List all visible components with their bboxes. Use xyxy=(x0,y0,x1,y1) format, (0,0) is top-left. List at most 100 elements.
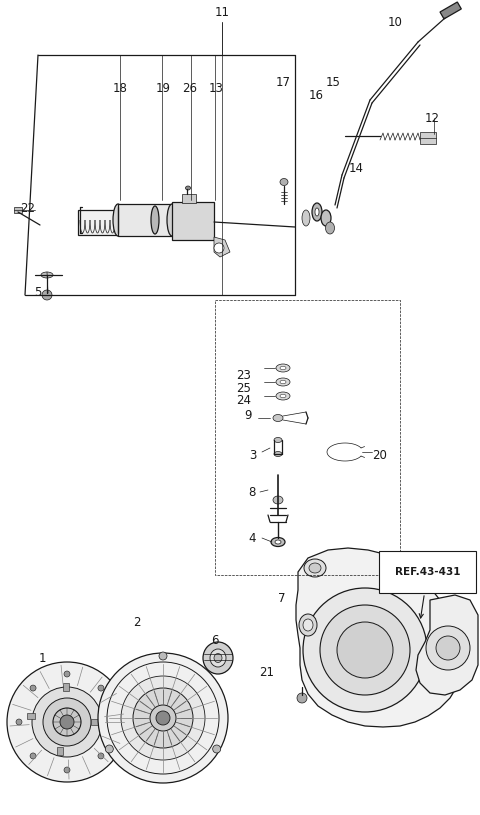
Ellipse shape xyxy=(210,649,226,667)
Ellipse shape xyxy=(280,178,288,186)
Bar xyxy=(440,2,461,19)
Ellipse shape xyxy=(271,538,285,547)
Bar xyxy=(420,132,436,144)
Text: 15: 15 xyxy=(325,76,340,89)
Ellipse shape xyxy=(214,654,222,663)
Circle shape xyxy=(112,719,118,725)
Bar xyxy=(27,713,35,719)
Ellipse shape xyxy=(321,210,331,226)
Circle shape xyxy=(53,708,81,736)
Circle shape xyxy=(436,636,460,660)
Ellipse shape xyxy=(276,392,290,400)
Circle shape xyxy=(150,705,176,731)
Bar xyxy=(14,207,22,213)
Circle shape xyxy=(159,652,167,660)
Ellipse shape xyxy=(276,378,290,386)
Ellipse shape xyxy=(203,642,233,674)
Circle shape xyxy=(98,753,104,759)
Ellipse shape xyxy=(273,496,283,504)
Ellipse shape xyxy=(275,540,281,544)
Circle shape xyxy=(133,688,193,748)
Text: 11: 11 xyxy=(215,6,229,19)
Circle shape xyxy=(98,685,104,691)
Bar xyxy=(182,194,196,203)
Circle shape xyxy=(32,687,102,757)
Circle shape xyxy=(426,626,470,670)
Text: 16: 16 xyxy=(309,89,324,102)
Text: 17: 17 xyxy=(276,76,290,89)
Text: 18: 18 xyxy=(113,82,127,95)
Polygon shape xyxy=(214,237,230,257)
Ellipse shape xyxy=(299,614,317,636)
Circle shape xyxy=(42,290,52,300)
Ellipse shape xyxy=(274,452,282,456)
Polygon shape xyxy=(416,595,478,695)
Circle shape xyxy=(214,243,224,253)
Text: 25: 25 xyxy=(237,381,252,394)
Circle shape xyxy=(121,676,205,760)
Text: 4: 4 xyxy=(248,531,256,544)
Circle shape xyxy=(156,711,170,725)
Ellipse shape xyxy=(303,619,313,631)
Ellipse shape xyxy=(113,204,123,236)
Ellipse shape xyxy=(280,381,286,384)
Circle shape xyxy=(30,753,36,759)
Ellipse shape xyxy=(276,364,290,372)
Ellipse shape xyxy=(309,563,321,573)
Text: 22: 22 xyxy=(21,201,36,214)
Text: 10: 10 xyxy=(387,15,402,29)
Ellipse shape xyxy=(302,210,310,226)
Text: 5: 5 xyxy=(34,287,42,299)
Ellipse shape xyxy=(312,203,322,221)
Text: 6: 6 xyxy=(211,633,219,646)
Ellipse shape xyxy=(273,415,283,421)
Text: 9: 9 xyxy=(244,408,252,421)
Text: 21: 21 xyxy=(260,666,275,679)
Ellipse shape xyxy=(280,366,286,370)
Text: 3: 3 xyxy=(249,448,257,461)
Ellipse shape xyxy=(304,559,326,577)
Circle shape xyxy=(30,685,36,691)
Text: REF.43-431: REF.43-431 xyxy=(395,567,460,618)
Ellipse shape xyxy=(185,186,191,190)
Circle shape xyxy=(16,719,22,725)
Bar xyxy=(63,683,69,691)
Circle shape xyxy=(7,662,127,782)
Bar xyxy=(78,210,175,235)
Polygon shape xyxy=(296,548,468,727)
Bar xyxy=(57,747,63,755)
Circle shape xyxy=(105,745,113,753)
Text: 13: 13 xyxy=(209,82,223,95)
Circle shape xyxy=(320,605,410,695)
Circle shape xyxy=(297,693,307,703)
Text: 1: 1 xyxy=(38,651,46,664)
Circle shape xyxy=(337,622,393,678)
Text: 26: 26 xyxy=(182,82,197,95)
Bar xyxy=(91,719,99,725)
Ellipse shape xyxy=(325,222,335,234)
Circle shape xyxy=(60,715,74,729)
Circle shape xyxy=(213,745,221,753)
Ellipse shape xyxy=(151,206,159,234)
Bar xyxy=(172,202,214,240)
Text: 20: 20 xyxy=(372,448,387,461)
Text: 7: 7 xyxy=(278,592,286,605)
Text: 24: 24 xyxy=(237,394,252,407)
Ellipse shape xyxy=(274,438,282,443)
Ellipse shape xyxy=(41,272,53,278)
Bar xyxy=(118,204,172,236)
Text: 14: 14 xyxy=(348,161,363,174)
Text: 2: 2 xyxy=(133,615,141,628)
Text: 8: 8 xyxy=(248,486,256,499)
Text: 23: 23 xyxy=(237,368,252,381)
Ellipse shape xyxy=(280,394,286,398)
Circle shape xyxy=(64,671,70,677)
Ellipse shape xyxy=(167,204,177,236)
Circle shape xyxy=(64,767,70,773)
Circle shape xyxy=(303,588,427,712)
Circle shape xyxy=(43,698,91,746)
Text: 12: 12 xyxy=(424,112,440,125)
Text: 19: 19 xyxy=(156,82,170,95)
Ellipse shape xyxy=(315,208,319,216)
Circle shape xyxy=(98,653,228,783)
